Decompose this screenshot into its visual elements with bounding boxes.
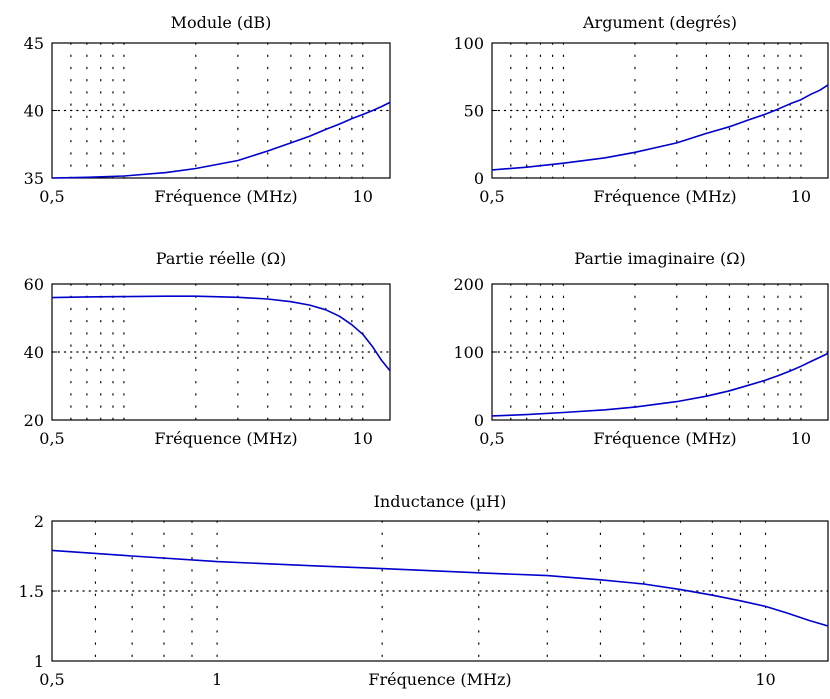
chart-module: Module (dB) 35 40 45 0,5 10 Fréquence (MHz)	[24, 13, 391, 206]
y-tick-label: 100	[453, 34, 484, 53]
x-tick-label: 0,5	[479, 187, 504, 206]
x-tick-label: 0,5	[39, 187, 64, 206]
series-line-reel	[51, 295, 391, 372]
y-tick-label: 40	[24, 343, 44, 362]
chart-title: Inductance (µH)	[374, 492, 507, 511]
y-tick-label: 20	[24, 411, 44, 430]
y-tick-label: 1.5	[19, 582, 44, 601]
x-axis-label: Fréquence (MHz)	[368, 670, 511, 689]
x-axis-label: Fréquence (MHz)	[593, 429, 736, 448]
x-tick-label: 10	[353, 429, 373, 448]
series-line-imaginaire	[491, 352, 829, 417]
x-tick-label: 1	[212, 670, 222, 689]
x-tick-label: 10	[791, 187, 811, 206]
x-axis-label: Fréquence (MHz)	[154, 187, 297, 206]
chart-reel: Partie réelle (Ω) 20 40 60 0,5 10 Fréquence (M…	[24, 249, 391, 448]
y-tick-label: 0	[474, 411, 484, 430]
y-tick-label: 0	[474, 169, 484, 188]
x-tick-label: 0,5	[479, 429, 504, 448]
y-tick-label: 200	[453, 275, 484, 294]
chart-title: Argument (degrés)	[582, 13, 737, 32]
x-tick-label: 10	[353, 187, 373, 206]
chart-title: Partie imaginaire (Ω)	[574, 249, 745, 268]
y-tick-label: 2	[34, 512, 44, 531]
x-tick-label: 0,5	[39, 670, 64, 689]
chart-title: Partie réelle (Ω)	[156, 249, 286, 268]
plot-frame	[51, 520, 829, 662]
y-tick-label: 60	[24, 275, 44, 294]
series-line-argument	[491, 84, 829, 171]
series-line-module	[51, 101, 391, 179]
y-tick-label: 45	[24, 34, 44, 53]
y-tick-label: 1	[34, 652, 44, 671]
chart-argument: Argument (degrés) 0 50 100 0,5 10 Fréquence (M…	[453, 13, 829, 206]
x-tick-label: 10	[791, 429, 811, 448]
chart-imaginaire: Partie imaginaire (Ω) 0 100 200 0,5 10 Fréquen…	[453, 249, 829, 448]
x-tick-label: 0,5	[39, 429, 64, 448]
x-axis-label: Fréquence (MHz)	[593, 187, 736, 206]
y-tick-label: 40	[24, 102, 44, 121]
x-axis-label: Fréquence (MHz)	[154, 429, 297, 448]
x-tick-label: 10	[755, 670, 775, 689]
y-tick-label: 100	[453, 343, 484, 362]
y-tick-label: 35	[24, 169, 44, 188]
series-line-inductance	[51, 549, 829, 627]
chart-title: Module (dB)	[171, 13, 272, 32]
y-tick-label: 50	[464, 102, 484, 121]
